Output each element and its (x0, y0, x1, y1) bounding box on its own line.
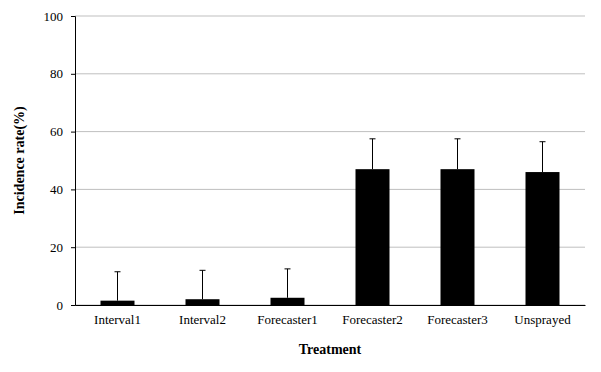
y-tick-label: 80 (50, 66, 63, 81)
x-tick: Interval1 (94, 305, 141, 327)
y-tick-mark (71, 74, 75, 75)
x-tick: Forecaster1 (257, 305, 318, 327)
x-axis-line (76, 305, 586, 306)
chart-svg: 0 20 40 60 80 100 Interval1 Interval2 Forecaster… (0, 0, 601, 372)
error-bar-cap (115, 271, 121, 272)
x-tick-label: Forecaster1 (257, 312, 318, 327)
bar (101, 301, 135, 305)
x-tick-label: Forecaster2 (342, 312, 403, 327)
grid-line (75, 16, 585, 17)
bar (441, 169, 475, 305)
x-axis: Interval1 Interval2 Forecaster1 Forecaster2… (76, 305, 586, 327)
y-tick-label: 20 (50, 240, 63, 255)
error-bar-cap (455, 138, 461, 139)
error-bar-stem (287, 269, 288, 298)
plot-area: 0 20 40 60 80 100 Interval1 Interval2 Forecaster… (44, 9, 586, 328)
error-bar-stem (457, 139, 458, 169)
y-tick: 80 (50, 66, 75, 81)
x-tick-label: Unsprayed (514, 312, 571, 327)
y-tick: 20 (50, 240, 75, 255)
x-tick-label: Interval1 (94, 312, 141, 327)
y-tick-mark (71, 132, 75, 133)
error-bar-stem (542, 142, 543, 172)
y-axis: 0 20 40 60 80 100 (44, 9, 76, 313)
grid-line (75, 131, 585, 132)
error-bar (540, 142, 546, 172)
bar (271, 298, 305, 305)
x-tick: Unsprayed (514, 305, 571, 327)
y-tick-label: 60 (50, 124, 63, 139)
y-tick-label: 100 (44, 9, 64, 24)
x-tick: Interval2 (179, 305, 226, 327)
grid-line (75, 247, 585, 248)
bar (356, 169, 390, 305)
error-bar-cap (285, 268, 291, 269)
y-tick: 60 (50, 124, 75, 139)
x-tick: Forecaster3 (427, 305, 488, 327)
y-tick-mark (71, 16, 75, 17)
y-axis-title: Incidence rate(%) (12, 106, 28, 215)
x-tick-label: Interval2 (179, 312, 226, 327)
y-tick-mark (71, 189, 75, 190)
chart-container: 0 20 40 60 80 100 Interval1 Interval2 Forecaster… (0, 0, 601, 372)
error-bar-cap (540, 141, 546, 142)
y-axis-line (71, 17, 76, 306)
y-tick: 100 (44, 9, 76, 24)
x-tick: Forecaster2 (342, 305, 403, 327)
grid-line (75, 305, 585, 306)
bar (186, 299, 220, 305)
y-tick: 0 (57, 298, 76, 313)
error-bar (115, 272, 121, 301)
error-bar-stem (202, 270, 203, 299)
error-bar-stem (117, 272, 118, 301)
y-tick-label: 0 (57, 298, 64, 313)
error-bar-stem (372, 139, 373, 169)
grid-line (75, 73, 585, 74)
bar (526, 172, 560, 305)
grid (75, 16, 585, 305)
y-tick: 40 (50, 182, 75, 197)
x-tick-label: Forecaster3 (427, 312, 488, 327)
error-bar-cap (200, 270, 206, 271)
y-tick-mark (71, 305, 75, 306)
error-bar (455, 139, 461, 169)
x-axis-title: Treatment (299, 342, 362, 357)
y-tick-mark (71, 247, 75, 248)
error-bar (370, 139, 376, 169)
error-bar (285, 269, 291, 298)
error-bar (200, 270, 206, 299)
y-tick-label: 40 (50, 182, 63, 197)
error-bar-cap (370, 138, 376, 139)
marks (101, 139, 560, 305)
grid-line (75, 189, 585, 190)
